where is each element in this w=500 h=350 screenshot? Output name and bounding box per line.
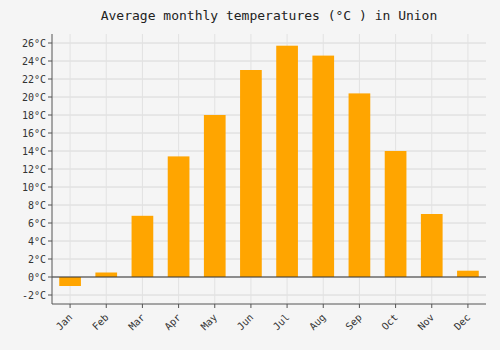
x-tick-label: Oct <box>379 312 400 333</box>
y-tick-label: 14°C <box>22 146 46 157</box>
grid-line-y <box>52 151 486 152</box>
x-tick <box>70 304 71 308</box>
grid-line-x <box>467 34 468 304</box>
grid-line-y <box>52 97 486 98</box>
grid-line-y <box>52 43 486 44</box>
bar <box>421 214 443 277</box>
y-tick <box>48 295 52 296</box>
y-tick-label: 26°C <box>22 38 46 49</box>
x-tick <box>287 304 288 308</box>
x-tick-label: Jun <box>235 312 256 333</box>
x-tick-label: Jul <box>271 312 292 333</box>
x-axis: Jan Feb Mar Apr May Jun Jul Aug Sep Oct Nov Dec <box>54 304 472 332</box>
x-tick-label: Apr <box>162 312 183 333</box>
y-tick <box>48 97 52 98</box>
y-tick <box>48 169 52 170</box>
bar <box>240 70 262 277</box>
y-tick <box>48 61 52 62</box>
y-tick <box>48 43 52 44</box>
bar <box>385 151 407 277</box>
y-tick <box>48 259 52 260</box>
grid-line-y <box>52 187 486 188</box>
y-tick-label: 4°C <box>28 236 46 247</box>
y-tick <box>48 151 52 152</box>
bar <box>59 277 81 286</box>
chart-title: Average monthly temperatures (°C ) in Un… <box>101 8 438 23</box>
chart-container: Average monthly temperatures (°C ) in Un… <box>0 0 500 350</box>
bar <box>276 46 298 277</box>
x-tick-label: Jan <box>54 312 75 333</box>
y-tick-label: 6°C <box>28 218 46 229</box>
x-tick <box>178 304 179 308</box>
bar <box>132 216 154 277</box>
y-tick <box>48 133 52 134</box>
bar <box>457 271 479 277</box>
y-tick-label: -2°C <box>22 290 46 301</box>
chart-svg: Average monthly temperatures (°C ) in Un… <box>0 0 500 350</box>
y-tick-label: 22°C <box>22 74 46 85</box>
x-axis-line <box>52 304 486 305</box>
y-tick <box>48 205 52 206</box>
bar <box>349 93 371 277</box>
y-tick-label: 16°C <box>22 128 46 139</box>
grid-line-y <box>52 115 486 116</box>
x-tick-label: Sep <box>343 312 364 333</box>
x-tick-label: May <box>199 312 220 333</box>
y-tick <box>48 115 52 116</box>
y-tick <box>48 187 52 188</box>
x-tick <box>323 304 324 308</box>
grid-line-y <box>52 205 486 206</box>
x-tick <box>142 304 143 308</box>
grid-line-x <box>70 34 71 304</box>
y-tick <box>48 241 52 242</box>
x-tick <box>467 304 468 308</box>
x-tick <box>250 304 251 308</box>
x-tick <box>395 304 396 308</box>
y-tick-label: 12°C <box>22 164 46 175</box>
x-tick <box>359 304 360 308</box>
x-tick-label: Nov <box>416 312 437 333</box>
y-tick-label: 0°C <box>28 272 46 283</box>
x-tick <box>214 304 215 308</box>
grid-line-y <box>52 133 486 134</box>
grid-line-y <box>52 277 486 278</box>
y-tick-label: 8°C <box>28 200 46 211</box>
bar <box>312 56 334 277</box>
x-tick-label: Feb <box>90 312 111 333</box>
x-tick-label: Mar <box>126 312 147 333</box>
bars <box>59 46 479 286</box>
y-tick-label: 20°C <box>22 92 46 103</box>
y-tick-label: 18°C <box>22 110 46 121</box>
bar <box>168 156 190 277</box>
y-axis: -2°C 0°C 2°C 4°C 6°C 8°C 10°C 12°C 14°C 16°C 18°C 2… <box>22 38 52 301</box>
y-tick <box>48 79 52 80</box>
x-tick-label: Aug <box>307 312 328 333</box>
bar <box>95 273 117 278</box>
grid-line-y <box>52 61 486 62</box>
grid-line-y <box>52 295 486 296</box>
y-tick-label: 2°C <box>28 254 46 265</box>
zero-line <box>52 276 486 277</box>
x-tick-label: Dec <box>452 312 473 333</box>
y-tick-label: 10°C <box>22 182 46 193</box>
x-tick <box>431 304 432 308</box>
grid <box>52 34 486 304</box>
y-tick-label: 24°C <box>22 56 46 67</box>
bar <box>204 115 226 277</box>
grid-line-y <box>52 79 486 80</box>
y-tick <box>48 223 52 224</box>
y-tick <box>48 277 52 278</box>
grid-line-x <box>106 34 107 304</box>
grid-line-y <box>52 169 486 170</box>
x-tick <box>106 304 107 308</box>
